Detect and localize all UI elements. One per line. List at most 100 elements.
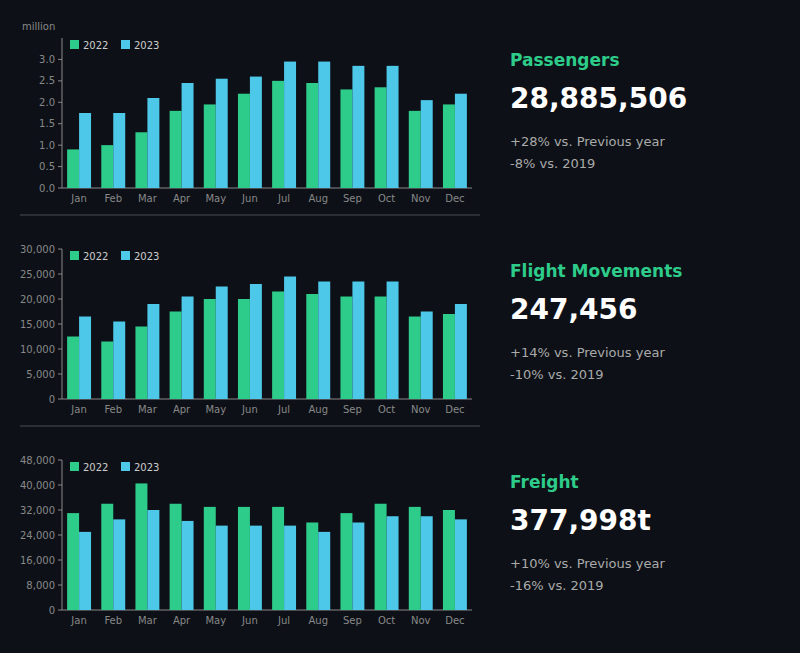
y-tick-label: 0.5 xyxy=(39,161,55,172)
bar xyxy=(340,297,352,400)
y-tick xyxy=(58,374,62,375)
info-panel: Freight377,998t+10% vs. Previous year-16… xyxy=(510,472,665,593)
x-tick-label: May xyxy=(205,193,226,204)
bar xyxy=(204,299,216,399)
bar xyxy=(409,317,421,400)
x-tick-label: Jun xyxy=(241,404,258,415)
x-tick-label: Nov xyxy=(411,615,431,626)
bar xyxy=(443,510,455,610)
bar xyxy=(170,312,182,400)
bar xyxy=(421,100,433,188)
bar xyxy=(340,513,352,610)
x-tick-label: Jul xyxy=(277,193,290,204)
bar xyxy=(135,132,147,188)
legend-swatch xyxy=(70,462,79,471)
y-tick-label: 32,000 xyxy=(20,505,55,516)
y-tick-label: 25,000 xyxy=(20,269,55,280)
bars xyxy=(67,483,467,610)
bar xyxy=(352,66,364,188)
x-tick-label: Jun xyxy=(241,193,258,204)
bar xyxy=(182,297,194,400)
y-tick-label: 0 xyxy=(49,605,55,616)
y-tick xyxy=(58,585,62,586)
bar xyxy=(216,287,228,400)
legend-swatch xyxy=(121,40,130,49)
y-tick-label: 40,000 xyxy=(20,480,55,491)
bar xyxy=(79,113,91,188)
panel-title: Freight xyxy=(510,472,579,492)
bar xyxy=(409,507,421,610)
bar xyxy=(113,113,125,188)
x-tick-label: Sep xyxy=(343,615,362,626)
x-tick-label: Oct xyxy=(378,193,395,204)
panel-value: 247,456 xyxy=(510,293,638,326)
y-tick-label: 0 xyxy=(49,394,55,405)
bars xyxy=(67,62,467,188)
bar xyxy=(284,62,296,188)
y-tick xyxy=(58,460,62,461)
bar xyxy=(101,145,113,188)
bar xyxy=(318,282,330,400)
x-tick-label: Jul xyxy=(277,404,290,415)
y-axis-label: million xyxy=(22,21,55,32)
y-tick xyxy=(58,535,62,536)
x-tick-label: Nov xyxy=(411,193,431,204)
bar xyxy=(238,299,250,399)
y-axis xyxy=(62,249,63,399)
bar xyxy=(375,504,387,610)
x-tick-label: Oct xyxy=(378,615,395,626)
y-tick xyxy=(58,610,62,611)
bar xyxy=(182,521,194,610)
y-tick-label: 0.0 xyxy=(39,183,55,194)
legend-label: 2023 xyxy=(134,251,159,262)
panel-value: 377,998t xyxy=(510,504,651,537)
legend-swatch xyxy=(121,462,130,471)
x-tick-label: Oct xyxy=(378,404,395,415)
bar xyxy=(216,79,228,188)
y-tick-label: 1.5 xyxy=(39,118,55,129)
bar xyxy=(421,312,433,400)
bar xyxy=(455,94,467,188)
panel-sub: -16% vs. 2019 xyxy=(510,578,604,593)
y-tick xyxy=(58,123,62,124)
bar xyxy=(101,342,113,400)
bar xyxy=(250,526,262,610)
bar xyxy=(443,104,455,188)
x-tick-label: Jan xyxy=(70,615,86,626)
y-axis xyxy=(62,38,63,188)
y-axis xyxy=(62,460,63,610)
bar xyxy=(238,507,250,610)
y-tick xyxy=(58,560,62,561)
info-panel: Passengers28,885,506+28% vs. Previous ye… xyxy=(510,50,687,171)
x-tick-label: Jun xyxy=(241,615,258,626)
separator xyxy=(20,215,480,216)
x-tick-label: Aug xyxy=(308,193,328,204)
bar xyxy=(387,66,399,188)
x-tick-label: Jul xyxy=(277,615,290,626)
bar xyxy=(67,513,79,610)
x-tick-label: Feb xyxy=(104,615,122,626)
bar xyxy=(250,284,262,399)
panel-sub: +28% vs. Previous year xyxy=(510,134,665,149)
bar xyxy=(67,149,79,188)
y-tick-label: 2.0 xyxy=(39,97,55,108)
y-tick xyxy=(58,59,62,60)
bar xyxy=(272,81,284,188)
x-tick-label: Feb xyxy=(104,404,122,415)
bar xyxy=(216,526,228,610)
y-tick xyxy=(58,102,62,103)
panel-sub: -8% vs. 2019 xyxy=(510,156,595,171)
bar xyxy=(147,98,159,188)
y-tick-label: 48,000 xyxy=(20,455,55,466)
x-tick-label: Jan xyxy=(70,404,86,415)
x-tick-label: Mar xyxy=(138,404,158,415)
bar xyxy=(284,277,296,400)
x-tick-label: Apr xyxy=(173,193,191,204)
y-tick-label: 1.0 xyxy=(39,140,55,151)
x-tick-label: May xyxy=(205,615,226,626)
bars xyxy=(67,277,467,400)
bar xyxy=(340,89,352,188)
bar xyxy=(306,523,318,611)
y-tick xyxy=(58,80,62,81)
background xyxy=(0,0,800,653)
